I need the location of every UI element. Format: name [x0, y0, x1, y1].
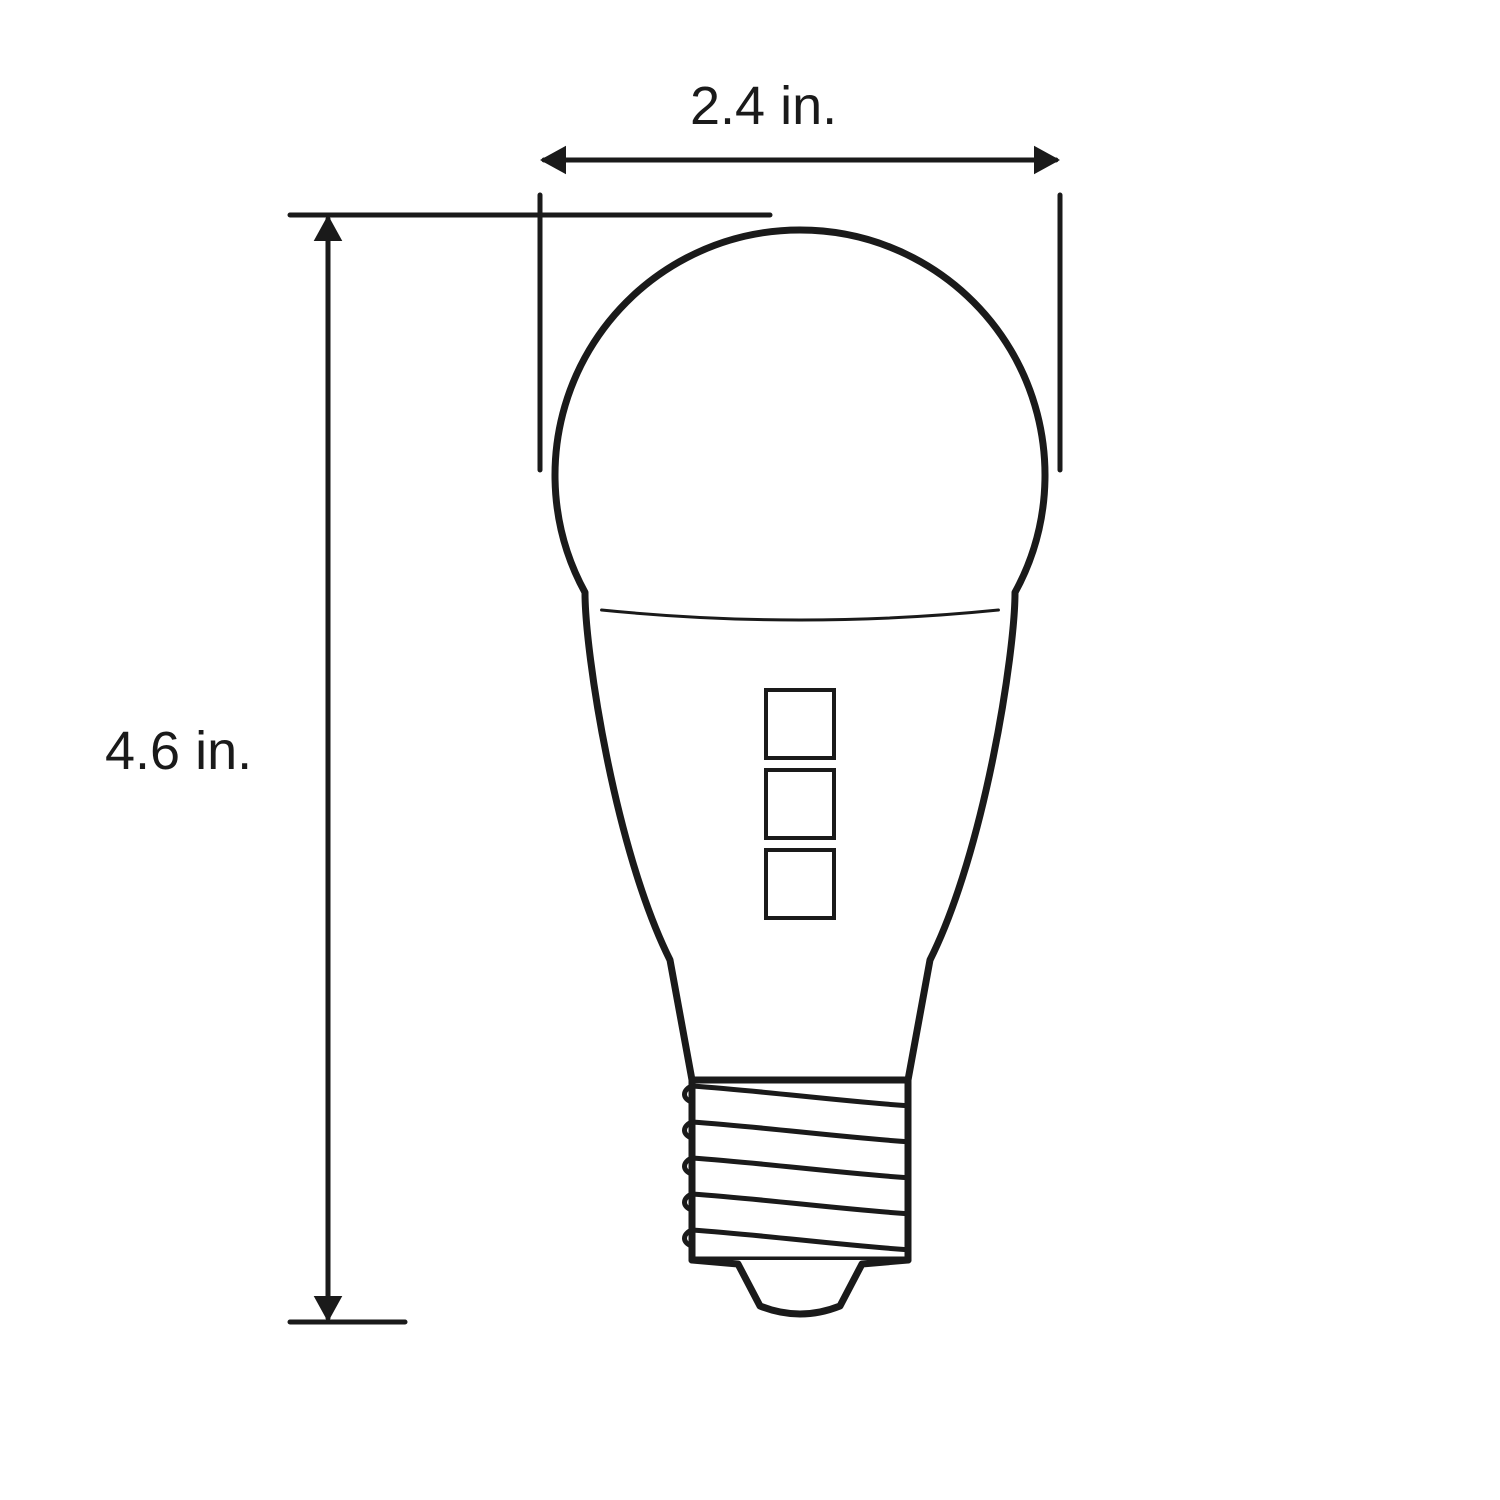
- diagram-stage: 2.4 in. 4.6 in.: [0, 0, 1500, 1500]
- width-dimension-label: 2.4 in.: [690, 75, 837, 137]
- height-dimension-label: 4.6 in.: [105, 720, 252, 782]
